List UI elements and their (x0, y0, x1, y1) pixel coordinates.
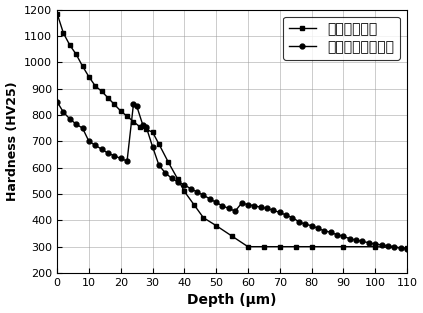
低温气体渗碳 (67, 43, 72, 47)
低温气体渗碳 (99, 89, 104, 93)
低温气体催渗渗碳 (296, 220, 301, 223)
低温气体渗碳 (105, 96, 110, 100)
低温气体渗碳 (404, 246, 409, 250)
Legend: 低温气体渗碳, 低温气体催渗渗碳: 低温气体渗碳, 低温气体催渗渗碳 (283, 17, 400, 60)
Line: 低温气体渗碳: 低温气体渗碳 (55, 11, 409, 250)
低温气体渗碳 (55, 12, 60, 15)
低温气体渗碳 (182, 189, 187, 193)
低温气体渗碳 (157, 142, 162, 146)
低温气体渗碳 (61, 31, 66, 35)
低温气体渗碳 (341, 245, 346, 249)
低温气体渗碳 (293, 245, 298, 249)
低温气体渗碳 (245, 245, 250, 249)
Y-axis label: Hardness (HV25): Hardness (HV25) (5, 81, 19, 201)
低温气体渗碳 (201, 216, 206, 220)
低温气体渗碳 (112, 103, 117, 106)
低温气体渗碳 (131, 120, 136, 123)
低温气体渗碳 (166, 161, 171, 164)
低温气体催渗渗碳 (67, 117, 72, 121)
低温气体渗碳 (230, 234, 235, 238)
低温气体渗碳 (93, 84, 98, 88)
低温气体渗碳 (86, 75, 91, 79)
X-axis label: Depth (μm): Depth (μm) (187, 294, 277, 307)
低温气体渗碳 (137, 125, 142, 129)
低温气体催渗渗碳 (55, 100, 60, 104)
Line: 低温气体催渗渗碳: 低温气体催渗渗碳 (55, 99, 409, 252)
低温气体渗碳 (150, 130, 155, 134)
低温气体渗碳 (144, 128, 149, 131)
低温气体渗碳 (74, 53, 79, 56)
低温气体催渗渗碳 (74, 122, 79, 126)
低温气体渗碳 (176, 177, 181, 181)
低温气体催渗渗碳 (201, 193, 206, 197)
低温气体渗碳 (191, 203, 196, 206)
低温气体催渗渗碳 (290, 216, 295, 220)
低温气体渗碳 (80, 64, 85, 68)
低温气体渗碳 (373, 245, 378, 249)
低温气体渗碳 (214, 224, 219, 228)
低温气体渗碳 (309, 245, 314, 249)
低温气体渗碳 (277, 245, 282, 249)
低温气体催渗渗碳 (144, 125, 149, 129)
低温气体催渗渗碳 (404, 248, 409, 251)
低温气体渗碳 (118, 109, 123, 113)
低温气体渗碳 (124, 114, 129, 118)
低温气体渗碳 (261, 245, 266, 249)
